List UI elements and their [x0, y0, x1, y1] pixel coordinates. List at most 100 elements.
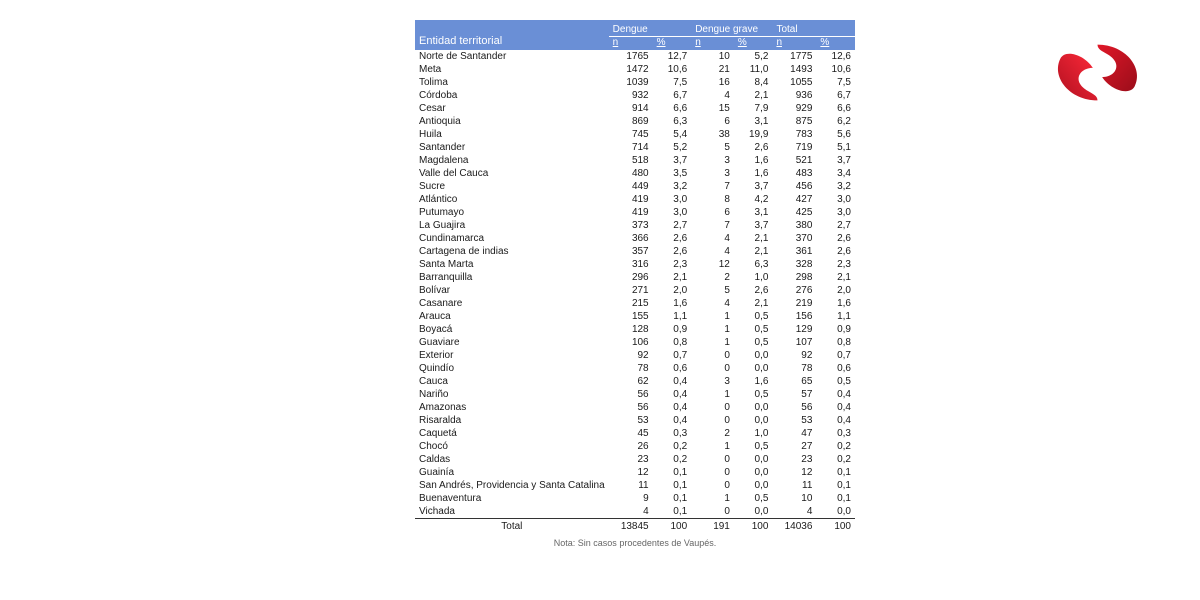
cell-dengue-n: 419 — [609, 193, 653, 206]
cell-dengue-pct: 3,2 — [653, 180, 692, 193]
cell-dengue-pct: 2,3 — [653, 258, 692, 271]
cell-total-n: 521 — [772, 154, 816, 167]
header-sub-pct: % — [653, 37, 692, 51]
cell-total-pct: 0,0 — [816, 505, 855, 519]
table-row: Antioquia8696,363,18756,2 — [415, 115, 855, 128]
total-grave-pct: 100 — [734, 519, 773, 535]
cell-grave-n: 3 — [691, 375, 734, 388]
cell-dengue-n: 480 — [609, 167, 653, 180]
cell-entidad: Nariño — [415, 388, 609, 401]
cell-entidad: Magdalena — [415, 154, 609, 167]
cell-dengue-n: 745 — [609, 128, 653, 141]
cell-dengue-pct: 0,4 — [653, 388, 692, 401]
cell-dengue-pct: 3,0 — [653, 206, 692, 219]
table-row: La Guajira3732,773,73802,7 — [415, 219, 855, 232]
cell-grave-n: 1 — [691, 440, 734, 453]
total-dengue-pct: 100 — [653, 519, 692, 535]
cell-dengue-n: 215 — [609, 297, 653, 310]
cell-dengue-n: 78 — [609, 362, 653, 375]
cell-total-pct: 0,3 — [816, 427, 855, 440]
cell-total-n: 92 — [772, 349, 816, 362]
cell-total-n: 298 — [772, 271, 816, 284]
cell-total-pct: 6,6 — [816, 102, 855, 115]
cell-dengue-pct: 0,4 — [653, 401, 692, 414]
cell-grave-pct: 0,5 — [734, 388, 773, 401]
cell-entidad: Santander — [415, 141, 609, 154]
cell-dengue-n: 1472 — [609, 63, 653, 76]
cell-grave-pct: 4,2 — [734, 193, 773, 206]
cell-total-n: 27 — [772, 440, 816, 453]
cell-entidad: Risaralda — [415, 414, 609, 427]
cell-dengue-n: 92 — [609, 349, 653, 362]
cell-grave-pct: 3,1 — [734, 115, 773, 128]
cell-grave-pct: 0,0 — [734, 362, 773, 375]
cell-dengue-n: 106 — [609, 336, 653, 349]
swirl-logo-icon — [1050, 40, 1145, 105]
cell-total-n: 1493 — [772, 63, 816, 76]
cell-total-n: 53 — [772, 414, 816, 427]
total-dengue-n: 13845 — [609, 519, 653, 535]
cell-dengue-pct: 0,2 — [653, 440, 692, 453]
cell-total-pct: 2,6 — [816, 232, 855, 245]
cell-total-n: 1775 — [772, 50, 816, 63]
cell-entidad: Barranquilla — [415, 271, 609, 284]
cell-total-pct: 2,7 — [816, 219, 855, 232]
cell-grave-pct: 2,1 — [734, 89, 773, 102]
cell-dengue-pct: 1,1 — [653, 310, 692, 323]
cell-total-n: 11 — [772, 479, 816, 492]
cell-total-pct: 0,4 — [816, 414, 855, 427]
cell-entidad: Antioquia — [415, 115, 609, 128]
table-row: Risaralda530,400,0530,4 — [415, 414, 855, 427]
dengue-table-container: Entidad territorial Dengue Dengue grave … — [415, 20, 855, 548]
cell-grave-pct: 2,1 — [734, 297, 773, 310]
cell-dengue-pct: 0,2 — [653, 453, 692, 466]
cell-total-n: 427 — [772, 193, 816, 206]
cell-entidad: Tolima — [415, 76, 609, 89]
table-row: Tolima10397,5168,410557,5 — [415, 76, 855, 89]
cell-entidad: Cauca — [415, 375, 609, 388]
cell-grave-pct: 8,4 — [734, 76, 773, 89]
cell-total-n: 219 — [772, 297, 816, 310]
cell-grave-pct: 0,0 — [734, 453, 773, 466]
cell-entidad: Cundinamarca — [415, 232, 609, 245]
cell-total-pct: 10,6 — [816, 63, 855, 76]
cell-dengue-pct: 2,7 — [653, 219, 692, 232]
cell-total-n: 783 — [772, 128, 816, 141]
table-row: Chocó260,210,5270,2 — [415, 440, 855, 453]
table-footer: Total 13845 100 191 100 14036 100 — [415, 519, 855, 535]
cell-entidad: Buenaventura — [415, 492, 609, 505]
cell-total-pct: 1,6 — [816, 297, 855, 310]
cell-total-pct: 12,6 — [816, 50, 855, 63]
cell-grave-n: 38 — [691, 128, 734, 141]
cell-total-pct: 0,6 — [816, 362, 855, 375]
cell-total-n: 936 — [772, 89, 816, 102]
table-row: Guaviare1060,810,51070,8 — [415, 336, 855, 349]
cell-dengue-pct: 2,6 — [653, 245, 692, 258]
cell-grave-n: 7 — [691, 219, 734, 232]
cell-dengue-n: 62 — [609, 375, 653, 388]
cell-entidad: Sucre — [415, 180, 609, 193]
cell-total-pct: 0,1 — [816, 466, 855, 479]
cell-grave-n: 7 — [691, 180, 734, 193]
cell-total-pct: 2,3 — [816, 258, 855, 271]
cell-grave-pct: 1,0 — [734, 427, 773, 440]
cell-entidad: Arauca — [415, 310, 609, 323]
cell-total-pct: 0,7 — [816, 349, 855, 362]
table-row: Amazonas560,400,0560,4 — [415, 401, 855, 414]
cell-grave-pct: 2,6 — [734, 141, 773, 154]
cell-total-n: 328 — [772, 258, 816, 271]
cell-total-pct: 0,5 — [816, 375, 855, 388]
header-sub-n: n — [772, 37, 816, 51]
cell-grave-n: 3 — [691, 167, 734, 180]
table-row: Barranquilla2962,121,02982,1 — [415, 271, 855, 284]
cell-grave-n: 3 — [691, 154, 734, 167]
table-row: Guainía120,100,0120,1 — [415, 466, 855, 479]
cell-dengue-pct: 0,6 — [653, 362, 692, 375]
cell-dengue-pct: 7,5 — [653, 76, 692, 89]
header-sub-n: n — [691, 37, 734, 51]
table-row: Cartagena de indias3572,642,13612,6 — [415, 245, 855, 258]
cell-grave-n: 6 — [691, 115, 734, 128]
cell-grave-pct: 3,7 — [734, 180, 773, 193]
cell-dengue-pct: 0,9 — [653, 323, 692, 336]
cell-dengue-pct: 5,4 — [653, 128, 692, 141]
